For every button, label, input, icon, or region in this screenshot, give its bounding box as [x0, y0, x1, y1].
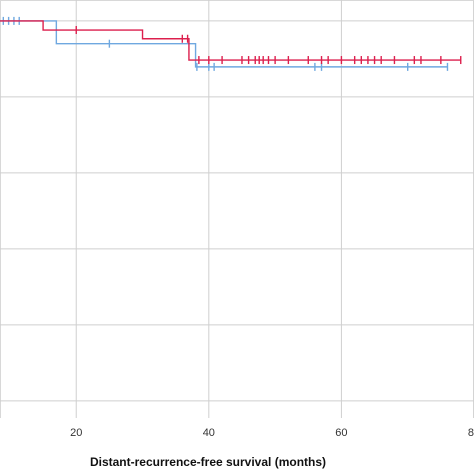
plot-frame	[0, 0, 474, 418]
x-tick-label: 80	[468, 427, 474, 439]
x-axis-label: Distant-recurrence-free survival (months…	[90, 455, 326, 469]
survival-curve	[0, 20, 461, 61]
x-tick-label: 60	[335, 427, 347, 439]
x-tick-label: 20	[70, 427, 82, 439]
x-tick-label: 40	[203, 427, 215, 439]
plot-area	[0, 0, 474, 418]
